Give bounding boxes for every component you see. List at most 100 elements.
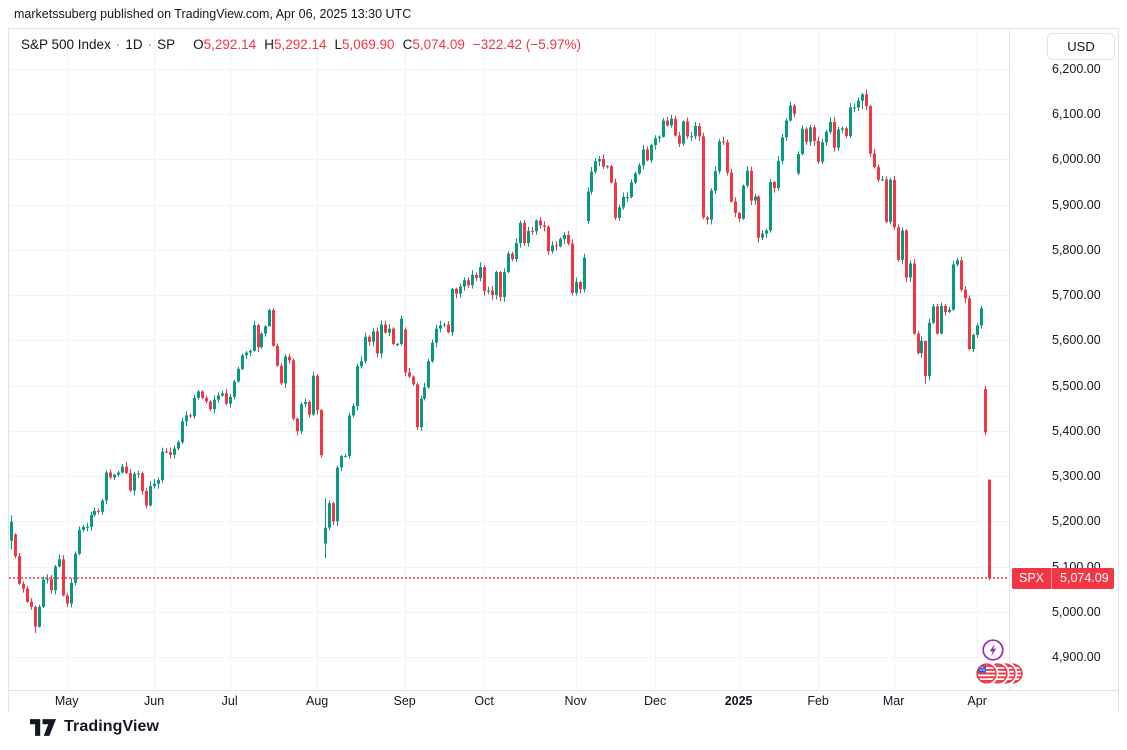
candle-body: [30, 601, 33, 607]
candle-body: [435, 328, 438, 343]
candle-body: [988, 479, 991, 579]
candle-body: [364, 336, 367, 362]
candle-body: [634, 173, 637, 183]
tradingview-logo-text[interactable]: TradingView: [64, 718, 160, 735]
candle-body: [133, 473, 136, 491]
candle-body: [674, 118, 677, 136]
candle-body: [268, 310, 271, 327]
candle-body: [825, 131, 828, 143]
high-letter: H: [264, 37, 274, 52]
candle-body: [662, 120, 665, 137]
candle-body: [233, 381, 236, 397]
candle-body: [630, 182, 633, 198]
candle-body: [487, 290, 490, 292]
candle-body: [324, 527, 327, 544]
candle-body: [58, 559, 61, 567]
candle-body: [734, 201, 737, 213]
candle-body: [571, 243, 574, 293]
candle-body: [543, 225, 546, 227]
candle-body: [917, 333, 920, 354]
candle-body: [801, 128, 804, 155]
candle-body: [169, 452, 172, 455]
candle-body: [670, 118, 673, 126]
candle-body: [316, 375, 319, 411]
candle-body: [968, 298, 971, 349]
candle-body: [129, 472, 132, 491]
candle-body: [769, 182, 772, 231]
candle-body: [678, 135, 681, 144]
candle-body: [149, 486, 152, 506]
candle-body: [865, 94, 868, 107]
time-axis[interactable]: May Jun Jul Aug Sep Oct Nov Dec 2025 Feb Mar Apr: [9, 690, 1118, 712]
candlestick-chart[interactable]: [9, 29, 1009, 690]
candle-body: [90, 514, 93, 527]
candle-body: [909, 263, 912, 278]
candle-body: [877, 167, 880, 180]
candle-body: [260, 333, 263, 348]
candle-body: [519, 222, 522, 244]
footer: TradingView: [30, 716, 159, 738]
candle-body: [209, 401, 212, 410]
candle-body: [754, 196, 757, 201]
candle-body: [141, 473, 144, 491]
time-tick-label: Sep: [393, 694, 416, 708]
candle-body: [340, 456, 343, 468]
candle-body: [594, 161, 597, 172]
candle-body: [213, 399, 216, 410]
price-tick-label: 5,200.00: [1052, 514, 1101, 529]
candle-body: [153, 483, 156, 487]
candle-body: [889, 179, 892, 222]
chart-widget: S&P 500 Index · 1D · SP O5,292.14 H5,292.14 L5,…: [8, 28, 1119, 712]
candle-body: [161, 451, 164, 481]
time-tick-label: Jun: [144, 694, 165, 708]
candle-body: [495, 272, 498, 296]
candle-body: [809, 127, 812, 142]
candle-body: [523, 222, 526, 244]
candle-body: [940, 306, 943, 334]
candle-body: [622, 197, 625, 208]
tradingview-logo-icon[interactable]: [30, 718, 56, 736]
lightning-event-icon[interactable]: [982, 639, 1004, 661]
candle-body: [443, 324, 446, 326]
price-tick-label: 5,500.00: [1052, 378, 1101, 393]
us-flag-icon[interactable]: [976, 663, 997, 684]
candle-body: [893, 179, 896, 228]
candle-body: [960, 260, 963, 290]
candle-body: [698, 125, 701, 137]
candle-body: [861, 94, 864, 101]
candle-body: [980, 308, 983, 326]
candle-body: [694, 125, 697, 137]
candle-body: [563, 234, 566, 240]
symbol-title[interactable]: S&P 500 Index: [21, 37, 111, 52]
candle-body: [920, 340, 923, 354]
time-tick-label: Oct: [474, 694, 494, 708]
candle-body: [439, 325, 442, 329]
price-axis[interactable]: USD SPX 5,074.09 6,200.00 6,100.00 6,000.0…: [1010, 29, 1118, 690]
candle-body: [388, 328, 391, 333]
candle-body: [551, 245, 554, 252]
candle-body: [579, 282, 582, 290]
candle-body: [368, 336, 371, 342]
candle-body: [197, 391, 200, 398]
candle-body: [849, 107, 852, 136]
price-tick-label: 6,000.00: [1052, 152, 1101, 167]
candle-body: [416, 384, 419, 428]
attribution-text: marketssuberg published on TradingView.c…: [14, 7, 412, 21]
candle-body: [264, 326, 267, 334]
candle-body: [117, 472, 120, 475]
candle-body: [901, 230, 904, 260]
candle-body: [714, 171, 717, 191]
candle-body: [857, 100, 860, 108]
exchange-label: SP: [157, 37, 176, 52]
candle-body: [66, 595, 69, 604]
chart-pane[interactable]: S&P 500 Index · 1D · SP O5,292.14 H5,292.14 L5,…: [9, 29, 1023, 690]
change-value: −322.42 (−5.97%): [472, 37, 581, 52]
candle-body: [626, 197, 629, 199]
candle-body: [658, 136, 661, 139]
candle-body: [253, 325, 256, 351]
candle-body: [761, 233, 764, 238]
price-tick-label: 5,800.00: [1052, 242, 1101, 257]
candle-body: [913, 263, 916, 334]
currency-button[interactable]: USD: [1047, 33, 1115, 60]
candle-body: [229, 396, 232, 404]
